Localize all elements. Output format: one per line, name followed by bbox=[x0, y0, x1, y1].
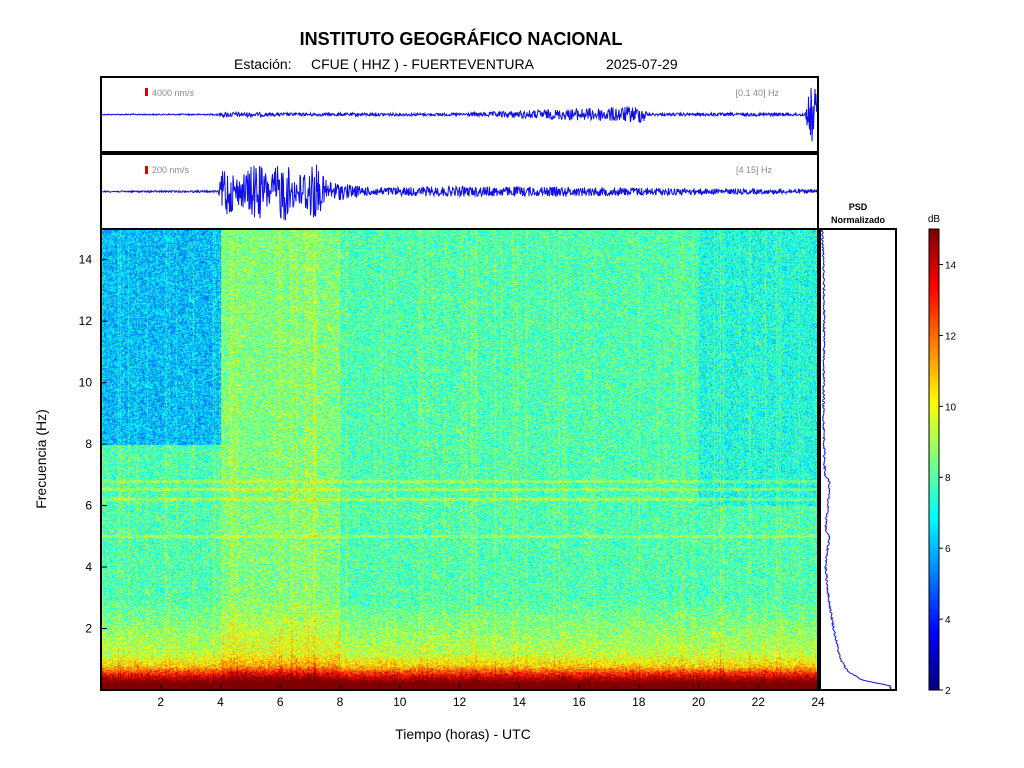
colorbar-ticks: 2 4 6 8 10 12 14 bbox=[939, 260, 957, 697]
trace-line-broadband bbox=[101, 87, 818, 142]
y-tick-label: 10 bbox=[79, 376, 93, 390]
y-axis-label: Frecuencia (Hz) bbox=[33, 409, 49, 509]
psd-subtitle: Normalizado bbox=[831, 215, 886, 225]
trace-line-filtered bbox=[101, 164, 818, 221]
scale-marker-icon bbox=[145, 88, 148, 96]
y-tick-label: 4 bbox=[85, 560, 92, 574]
y-tick-label: 2 bbox=[85, 622, 92, 636]
psd-curve bbox=[820, 229, 892, 690]
trace-scale-label: 4000 nm/s bbox=[152, 88, 195, 98]
trace-filter-label: [0.1 40] Hz bbox=[735, 88, 779, 98]
station-prefix: Estación: bbox=[234, 56, 292, 72]
y-tick-label: 14 bbox=[79, 253, 93, 267]
x-tick-label: 20 bbox=[692, 695, 706, 709]
colorbar-tick-label: 12 bbox=[945, 331, 957, 342]
trace-panel-filtered: 200 nm/s [4 15] Hz bbox=[100, 153, 819, 230]
figure-title: INSTITUTO GEOGRÁFICO NACIONAL bbox=[300, 28, 623, 49]
psd-title: PSD bbox=[849, 202, 868, 212]
date-label: 2025-07-29 bbox=[606, 56, 678, 72]
spectrogram-heatmap bbox=[101, 229, 818, 690]
colorbar-unit: dB bbox=[928, 214, 941, 225]
y-tick-label: 8 bbox=[85, 437, 92, 451]
x-tick-label: 14 bbox=[513, 695, 527, 709]
colorbar-tick-label: 10 bbox=[945, 402, 957, 413]
x-tick-label: 24 bbox=[811, 695, 825, 709]
x-tick-label: 16 bbox=[572, 695, 586, 709]
x-tick-label: 12 bbox=[453, 695, 467, 709]
station-label: CFUE ( HHZ ) - FUERTEVENTURA bbox=[311, 56, 535, 72]
spectrogram-y-ticks: 2 4 6 8 10 12 14 bbox=[79, 253, 107, 636]
x-axis-label: Tiempo (horas) - UTC bbox=[395, 726, 531, 742]
colorbar-tick-label: 6 bbox=[945, 544, 951, 555]
y-tick-label: 6 bbox=[85, 499, 92, 513]
x-tick-label: 18 bbox=[632, 695, 646, 709]
trace-panel-broadband: 4000 nm/s [0.1 40] Hz bbox=[100, 76, 819, 153]
x-tick-label: 4 bbox=[217, 695, 224, 709]
colorbar-tick-label: 8 bbox=[945, 473, 951, 484]
trace-scale-label: 200 nm/s bbox=[152, 165, 190, 175]
x-tick-label: 10 bbox=[393, 695, 407, 709]
trace-filter-label: [4 15] Hz bbox=[736, 165, 773, 175]
x-tick-label: 22 bbox=[752, 695, 766, 709]
y-tick-label: 12 bbox=[79, 314, 93, 328]
x-tick-label: 2 bbox=[157, 695, 164, 709]
colorbar: dB 2 4 6 8 10 12 14 bbox=[928, 214, 957, 697]
x-tick-label: 8 bbox=[337, 695, 344, 709]
scale-marker-icon bbox=[145, 166, 148, 174]
psd-panel: PSD Normalizado bbox=[819, 202, 897, 691]
x-tick-label: 6 bbox=[277, 695, 284, 709]
colorbar-tick-label: 14 bbox=[945, 260, 957, 271]
colorbar-gradient bbox=[929, 229, 939, 690]
colorbar-tick-label: 4 bbox=[945, 615, 951, 626]
colorbar-tick-label: 2 bbox=[945, 686, 951, 697]
spectrogram-x-ticks: 2 4 6 8 10 12 14 16 18 20 22 24 bbox=[157, 684, 825, 709]
